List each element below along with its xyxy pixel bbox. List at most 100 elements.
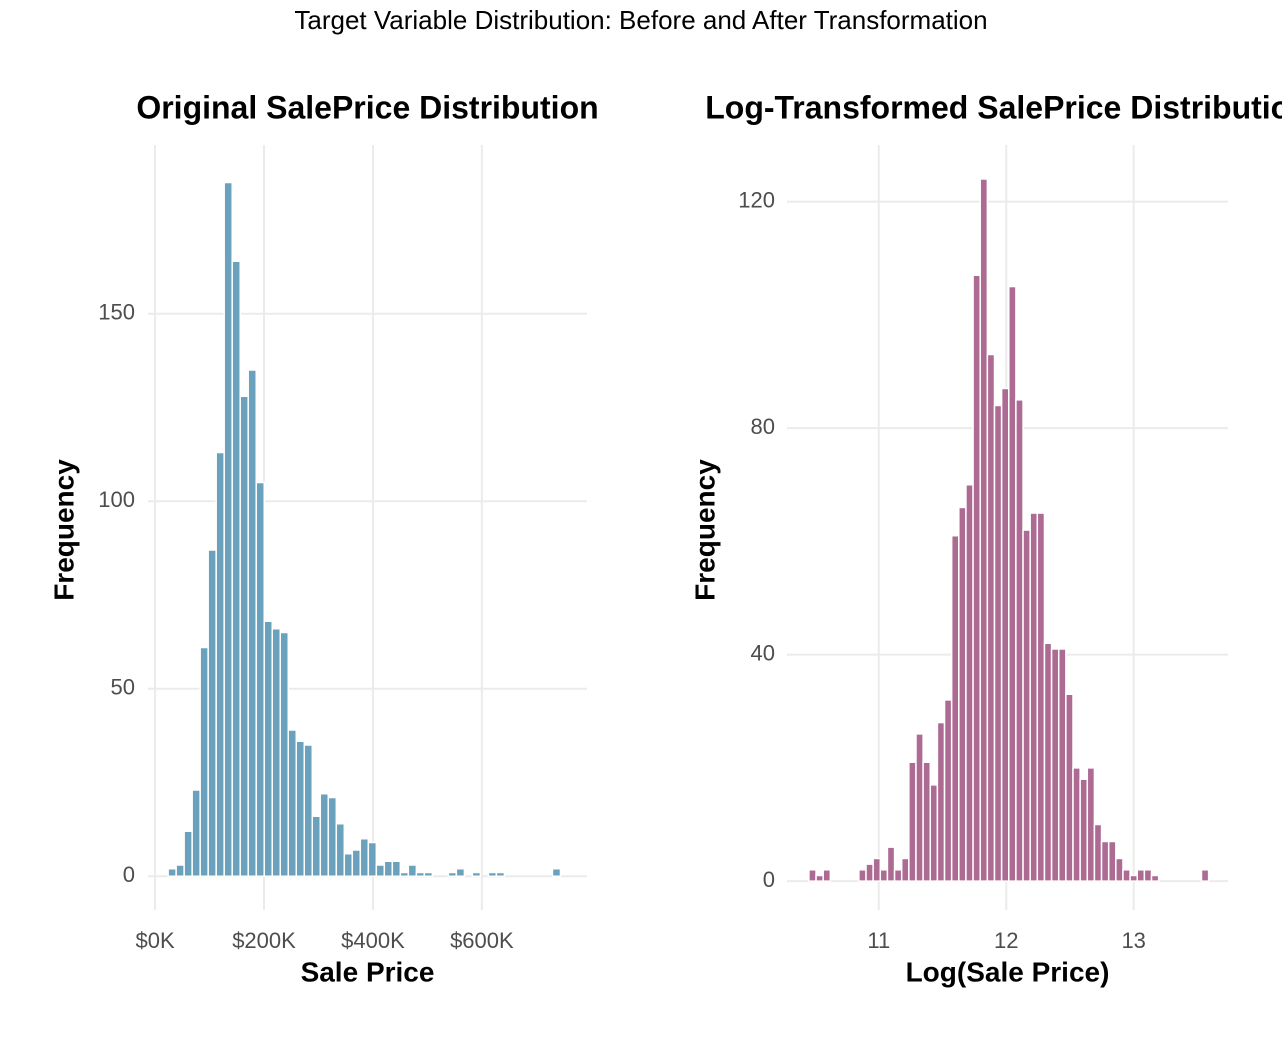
histogram-bar: [936, 721, 946, 882]
histogram-bar: [1015, 399, 1024, 882]
panel-title: Log-Transformed SalePrice Distribution: [705, 89, 1282, 125]
y-tick-label: 150: [98, 300, 135, 325]
histogram-bar: [1029, 512, 1039, 882]
histogram-bar: [255, 481, 265, 877]
histogram-bar: [958, 506, 967, 882]
histogram-bar: [311, 815, 322, 877]
histogram-bar: [335, 823, 346, 877]
histogram-bar: [1050, 648, 1060, 882]
y-axis-label: Frequency: [689, 459, 720, 601]
histogram-bar: [319, 793, 330, 877]
histogram-bar: [872, 857, 882, 882]
histogram-bar: [495, 871, 506, 877]
y-tick-label: 100: [98, 487, 135, 512]
histogram-bar: [808, 869, 817, 882]
y-axis-label: Frequency: [48, 459, 79, 601]
x-tick-label: 12: [994, 928, 1018, 953]
histogram-bar: [183, 830, 193, 877]
y-tick-label: 0: [123, 862, 135, 887]
histogram-bar: [858, 869, 867, 882]
histogram-bar: [199, 646, 209, 877]
histogram-bar: [239, 395, 249, 877]
histogram-bar: [929, 784, 939, 882]
histogram-bar: [950, 534, 960, 882]
histogram-bar: [263, 620, 273, 877]
histogram-bar: [986, 353, 996, 882]
histogram-bar: [893, 869, 903, 882]
histogram-bar: [1100, 840, 1110, 882]
histogram-bar: [391, 860, 402, 877]
histogram-bar: [822, 869, 832, 882]
panel-title: Original SalePrice Distribution: [136, 89, 598, 125]
histogram-bar: [423, 871, 434, 877]
histogram-bar: [351, 849, 362, 877]
y-tick-label: 120: [738, 187, 775, 212]
histogram-bar: [908, 761, 917, 882]
y-tick-label: 50: [111, 675, 135, 700]
histogram-bar: [1136, 869, 1146, 882]
histogram-bar: [1022, 529, 1031, 882]
histogram-bar: [303, 744, 314, 877]
histogram-bar: [359, 838, 370, 877]
histogram-bar: [247, 369, 257, 877]
histogram-bar: [367, 841, 378, 877]
histogram-bar: [1086, 767, 1096, 882]
histogram-bar: [487, 871, 498, 877]
x-tick-label: 13: [1121, 928, 1145, 953]
histogram-bar: [965, 483, 974, 882]
histogram-bar: [215, 451, 225, 877]
histogram-bar: [993, 404, 1003, 882]
histogram-bar: [287, 729, 298, 877]
histogram-bar: [399, 871, 410, 877]
y-tick-label: 40: [751, 640, 775, 665]
histogram-bar: [922, 761, 932, 882]
histogram-bar: [1115, 857, 1124, 882]
histogram-bar: [551, 868, 562, 877]
histogram-bar: [1036, 512, 1046, 882]
figure-title: Target Variable Distribution: Before and…: [294, 5, 987, 35]
histogram-bar: [1150, 874, 1160, 882]
histogram-bar: [271, 628, 281, 877]
histogram-bar: [455, 868, 466, 877]
histogram-bar: [207, 549, 217, 877]
histogram-bar: [231, 260, 241, 877]
x-tick-label: $0K: [136, 928, 175, 953]
histogram-bar: [1057, 648, 1067, 882]
histogram-bar: [879, 869, 889, 882]
histogram-bar: [1107, 840, 1117, 882]
histogram-bar: [1065, 693, 1074, 882]
histogram-bar: [327, 796, 338, 877]
histogram-bar: [375, 864, 386, 877]
histogram-bar: [1079, 778, 1089, 882]
histogram-bar: [979, 178, 989, 882]
histogram-bar: [191, 789, 201, 877]
histogram-bar: [1129, 874, 1139, 882]
x-tick-label: $200K: [232, 928, 296, 953]
histogram-bar: [279, 631, 290, 877]
histogram-bar: [415, 871, 426, 877]
histogram-bar: [471, 871, 482, 877]
histogram-bar: [175, 864, 185, 877]
histogram-bar: [865, 863, 874, 882]
histogram-bar: [295, 740, 306, 877]
x-tick-label: $600K: [450, 928, 514, 953]
histogram-bar: [1043, 642, 1053, 882]
histogram-bar: [1000, 387, 1010, 882]
histogram-bar: [167, 868, 177, 877]
histogram-bar: [1143, 869, 1153, 882]
histogram-bar: [815, 874, 824, 882]
histogram-bar: [900, 857, 910, 882]
histogram-bar: [1093, 823, 1103, 882]
x-axis-label: Log(Sale Price): [906, 956, 1110, 987]
histogram-bar: [886, 846, 896, 882]
histogram-bar: [407, 864, 418, 877]
y-tick-label: 80: [751, 414, 775, 439]
histogram-bar: [915, 733, 924, 882]
histogram-bar: [1072, 767, 1081, 882]
histogram-bar: [383, 860, 394, 877]
x-tick-label: $400K: [341, 928, 405, 953]
x-tick-label: 11: [867, 928, 890, 953]
histogram-bar: [1008, 285, 1017, 882]
histogram-bar: [1122, 869, 1131, 882]
